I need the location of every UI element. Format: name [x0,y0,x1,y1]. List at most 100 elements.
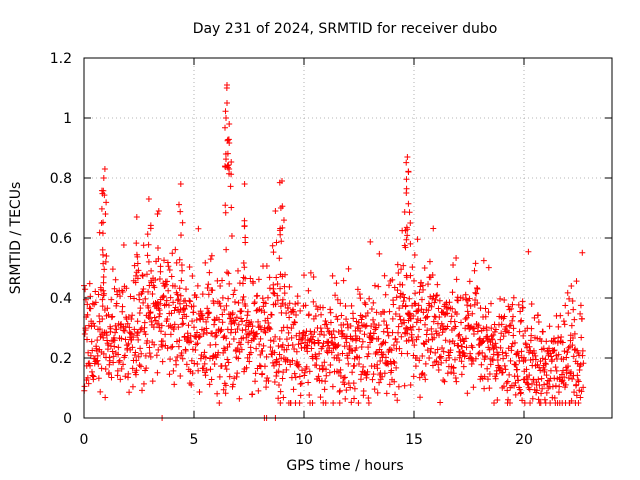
data-point [327,306,334,313]
data-point [156,310,163,317]
data-point [260,303,267,310]
data-point [265,377,272,384]
data-point [277,205,284,211]
x-tick-label: 5 [190,432,199,448]
data-point [407,219,414,226]
data-point [270,285,277,292]
chart-title: Day 231 of 2024, SRMTID for receiver dub… [193,21,498,37]
data-point [280,217,287,224]
data-point [492,375,499,382]
data-point [238,315,245,322]
data-point [203,325,210,332]
data-point [178,262,185,269]
data-point [108,296,115,303]
data-point [404,350,411,357]
data-point [418,306,425,313]
data-point [290,308,297,315]
data-point [131,352,138,359]
data-point [450,370,457,377]
data-point [398,350,405,357]
data-point [217,283,224,290]
data-point [119,303,126,310]
data-point [315,339,322,346]
data-point [472,289,479,296]
data-point [497,344,504,351]
data-point [115,351,122,358]
data-point [183,302,190,309]
data-point [289,341,296,348]
data-point [290,386,297,393]
data-point [173,361,180,368]
data-point [489,336,496,343]
data-point [362,313,369,320]
data-point [334,316,341,323]
data-point [99,246,106,253]
data-point [308,336,315,343]
data-point [375,335,382,342]
data-point [226,139,233,146]
data-point [430,225,437,232]
data-point [139,387,146,394]
data-point [174,353,181,360]
data-point [291,346,298,353]
data-point [293,312,300,319]
data-point [356,335,363,342]
data-point [274,358,281,365]
data-point [133,251,140,258]
data-point [277,388,284,395]
data-point [370,330,377,337]
data-point [167,294,174,301]
data-point [523,366,530,373]
data-point [232,317,239,324]
data-point [209,330,216,337]
data-point [146,344,153,351]
data-point [219,311,226,318]
data-point [174,291,181,298]
data-point [479,349,486,356]
data-point [82,286,89,293]
data-point [479,338,486,345]
data-point [84,374,91,381]
data-point [433,292,440,299]
data-point [538,390,545,397]
data-point [87,362,94,369]
data-point [104,305,111,312]
data-point [144,337,151,344]
data-points [81,82,587,421]
data-point [455,342,462,349]
data-point [175,296,182,303]
data-point [435,305,442,312]
data-point [448,313,455,320]
data-point [411,342,418,349]
data-point [301,272,307,279]
data-point [179,321,186,328]
data-point [180,320,187,327]
data-point [159,338,166,345]
data-point [208,252,215,259]
data-point [112,329,119,336]
data-point [349,369,356,376]
data-point [360,363,367,370]
data-point [396,305,403,312]
data-point [98,365,105,372]
data-point [317,394,324,401]
data-point [301,369,308,376]
data-point [557,312,564,319]
data-point [248,318,255,325]
data-point [163,301,170,308]
data-point [211,360,218,367]
data-point [489,356,496,363]
data-point [475,350,482,357]
data-point [458,319,465,326]
data-point [464,302,471,309]
data-point [543,389,550,396]
data-point [276,335,283,342]
data-point [474,286,481,293]
data-point [176,337,183,344]
data-point [170,299,177,306]
data-point [133,357,140,364]
data-point [354,286,361,293]
data-point [219,319,226,326]
data-point [100,219,107,226]
data-point [395,329,402,336]
